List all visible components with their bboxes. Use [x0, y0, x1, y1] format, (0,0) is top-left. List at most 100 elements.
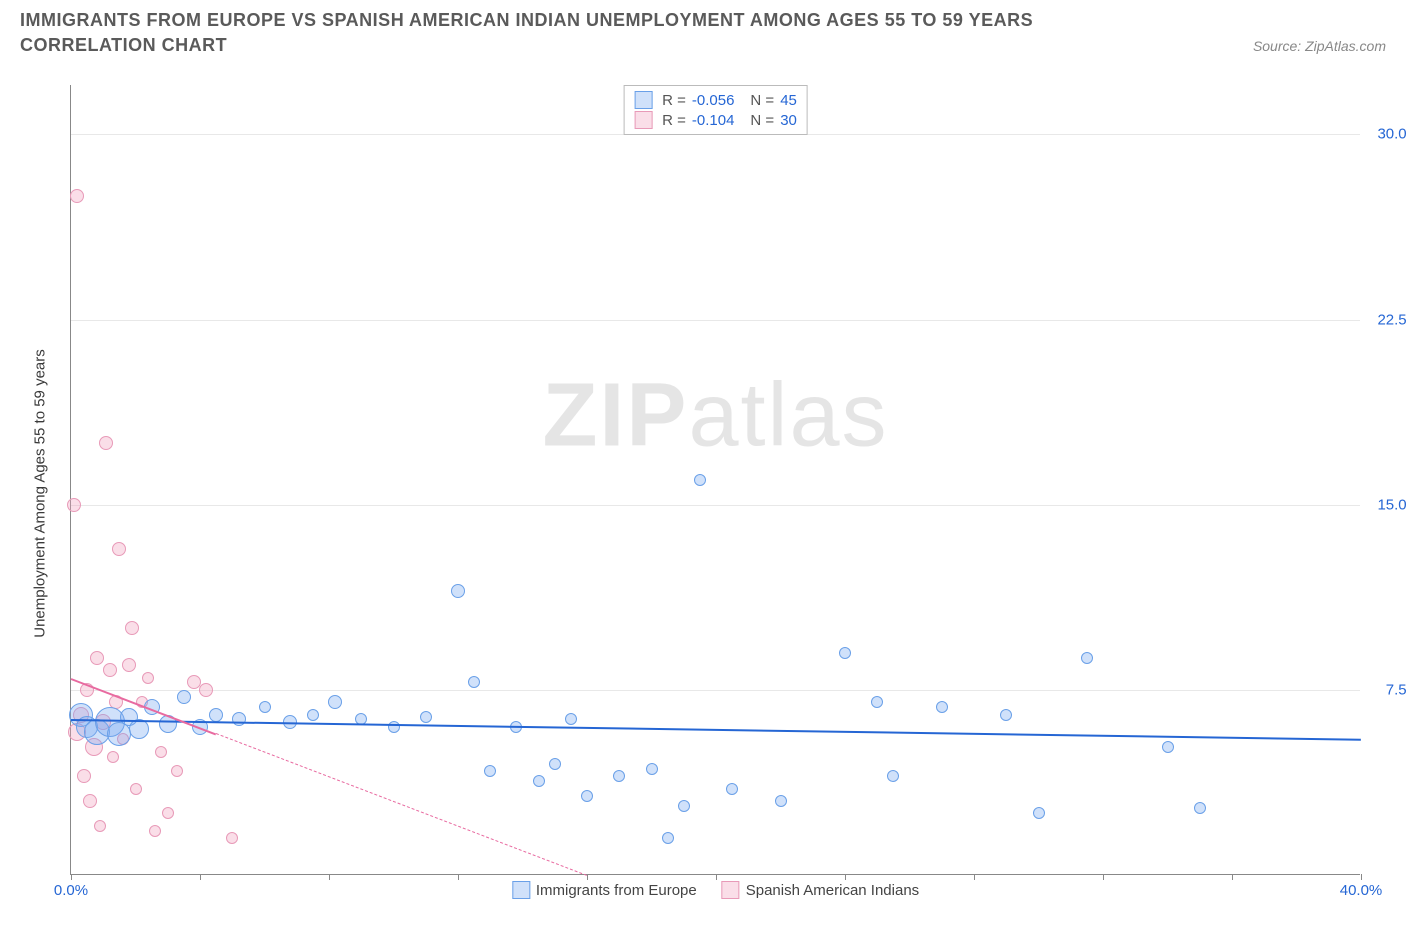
legend-item-pink: Spanish American Indians: [722, 881, 919, 899]
data-point: [125, 621, 139, 635]
data-point: [839, 647, 851, 659]
data-point: [122, 658, 136, 672]
series-legend: Immigrants from Europe Spanish American …: [512, 881, 919, 899]
data-point: [565, 713, 577, 725]
n-label: N =: [750, 92, 774, 109]
gridline: [71, 320, 1360, 321]
plot-area: ZIPatlas R = -0.056 N = 45 R = -0.104 N …: [70, 85, 1360, 875]
watermark-zip: ZIP: [542, 366, 688, 466]
data-point: [694, 474, 706, 486]
x-tick: [329, 874, 330, 880]
data-point: [1194, 802, 1206, 814]
y-tick-label: 7.5%: [1386, 681, 1406, 698]
x-tick: [716, 874, 717, 880]
y-axis-label: Unemployment Among Ages 55 to 59 years: [32, 349, 49, 638]
data-point: [484, 765, 496, 777]
n-value-blue: 45: [780, 92, 797, 109]
data-point: [226, 832, 238, 844]
swatch-pink: [722, 881, 740, 899]
data-point: [112, 542, 126, 556]
data-point: [177, 690, 191, 704]
legend-item-blue: Immigrants from Europe: [512, 881, 697, 899]
watermark-atlas: atlas: [688, 366, 888, 466]
legend-row-blue: R = -0.056 N = 45: [634, 90, 797, 110]
swatch-pink: [634, 111, 652, 129]
data-point: [199, 683, 213, 697]
swatch-blue: [634, 91, 652, 109]
x-tick: [458, 874, 459, 880]
x-tick: [1361, 874, 1362, 880]
x-tick: [1232, 874, 1233, 880]
trend-line: [216, 733, 587, 876]
data-point: [1081, 652, 1093, 664]
gridline: [71, 690, 1360, 691]
data-point: [83, 794, 97, 808]
data-point: [259, 701, 271, 713]
r-value-blue: -0.056: [692, 92, 735, 109]
data-point: [420, 711, 432, 723]
data-point: [887, 770, 899, 782]
correlation-legend: R = -0.056 N = 45 R = -0.104 N = 30: [623, 85, 808, 135]
data-point: [1000, 709, 1012, 721]
y-tick-label: 15.0%: [1377, 496, 1406, 513]
x-tick-label: 0.0%: [54, 882, 88, 899]
data-point: [90, 651, 104, 665]
data-point: [328, 695, 342, 709]
data-point: [162, 807, 174, 819]
legend-row-pink: R = -0.104 N = 30: [634, 110, 797, 130]
gridline: [71, 505, 1360, 506]
trend-line: [71, 719, 1361, 741]
x-tick-label: 40.0%: [1340, 882, 1383, 899]
data-point: [232, 712, 246, 726]
r-label: R =: [662, 92, 686, 109]
data-point: [662, 832, 674, 844]
r-label: R =: [662, 112, 686, 129]
data-point: [171, 765, 183, 777]
data-point: [678, 800, 690, 812]
data-point: [149, 825, 161, 837]
data-point: [451, 584, 465, 598]
y-tick-label: 22.5%: [1377, 311, 1406, 328]
watermark: ZIPatlas: [542, 365, 888, 468]
series-label-blue: Immigrants from Europe: [536, 882, 697, 899]
data-point: [94, 820, 106, 832]
data-point: [142, 672, 154, 684]
data-point: [581, 790, 593, 802]
data-point: [726, 783, 738, 795]
series-label-pink: Spanish American Indians: [746, 882, 919, 899]
x-tick: [845, 874, 846, 880]
n-label: N =: [750, 112, 774, 129]
data-point: [103, 663, 117, 677]
source-label: Source: ZipAtlas.com: [1253, 38, 1386, 54]
data-point: [155, 746, 167, 758]
data-point: [77, 769, 91, 783]
data-point: [1162, 741, 1174, 753]
data-point: [209, 708, 223, 722]
data-point: [775, 795, 787, 807]
x-tick: [200, 874, 201, 880]
x-tick: [974, 874, 975, 880]
data-point: [549, 758, 561, 770]
x-tick: [71, 874, 72, 880]
x-tick: [587, 874, 588, 880]
data-point: [613, 770, 625, 782]
data-point: [388, 721, 400, 733]
y-tick-label: 30.0%: [1377, 126, 1406, 143]
data-point: [307, 709, 319, 721]
data-point: [70, 189, 84, 203]
data-point: [99, 436, 113, 450]
chart-header: IMMIGRANTS FROM EUROPE VS SPANISH AMERIC…: [0, 0, 1406, 58]
data-point: [871, 696, 883, 708]
data-point: [187, 675, 201, 689]
r-value-pink: -0.104: [692, 112, 735, 129]
n-value-pink: 30: [780, 112, 797, 129]
data-point: [468, 676, 480, 688]
data-point: [67, 498, 81, 512]
data-point: [107, 751, 119, 763]
data-point: [130, 783, 142, 795]
data-point: [646, 763, 658, 775]
data-point: [936, 701, 948, 713]
chart-title: IMMIGRANTS FROM EUROPE VS SPANISH AMERIC…: [20, 8, 1120, 58]
data-point: [1033, 807, 1045, 819]
x-tick: [1103, 874, 1104, 880]
